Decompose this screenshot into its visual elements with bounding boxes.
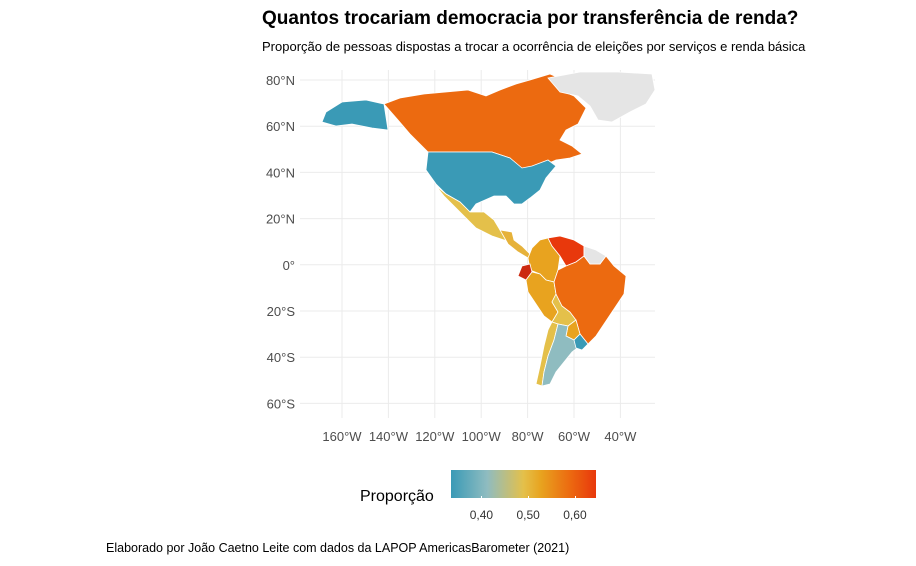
lat-tick-label: 60°N: [266, 119, 295, 134]
axis-labels: 80°N 60°N 40°N 20°N 0° 20°S 40°S 60°S 160°W 140°W…: [266, 73, 637, 444]
legend-tick-label: 0,50: [516, 508, 540, 522]
legend-colorbar: [451, 470, 596, 498]
region-argentina: [541, 323, 581, 387]
countries-layer: [321, 71, 656, 387]
lon-tick-label: 140°W: [369, 429, 409, 444]
lon-tick-label: 60°W: [558, 429, 591, 444]
lat-tick-label: 60°S: [267, 396, 296, 411]
legend-tick-label: 0,40: [469, 508, 494, 522]
legend-title: Proporção: [360, 488, 434, 505]
lon-tick-label: 100°W: [462, 429, 502, 444]
region-guianas: [583, 245, 607, 265]
legend-tick-mark: [528, 496, 530, 501]
map-subtitle: Proporção de pessoas dispostas a trocar …: [262, 39, 806, 54]
region-greenland: [547, 71, 656, 123]
legend-tick-mark: [481, 496, 483, 501]
lat-tick-label: 40°N: [266, 165, 295, 180]
lat-tick-label: 20°S: [267, 304, 296, 319]
legend-tick-mark: [574, 496, 576, 501]
lat-tick-label: 40°S: [267, 350, 296, 365]
lat-tick-label: 20°N: [266, 212, 295, 227]
lon-tick-label: 80°W: [512, 429, 545, 444]
map-title: Quantos trocariam democracia por transfe…: [262, 8, 799, 29]
region-uruguay: [573, 333, 589, 351]
lon-tick-label: 40°W: [604, 429, 637, 444]
lat-tick-label: 80°N: [266, 73, 295, 88]
lat-tick-label: 0°: [283, 258, 295, 273]
caption: Elaborado por João Caetno Leite com dado…: [106, 541, 570, 555]
lon-tick-label: 120°W: [415, 429, 455, 444]
legend-tick-label: 0,60: [563, 508, 587, 522]
lon-tick-label: 160°W: [322, 429, 362, 444]
